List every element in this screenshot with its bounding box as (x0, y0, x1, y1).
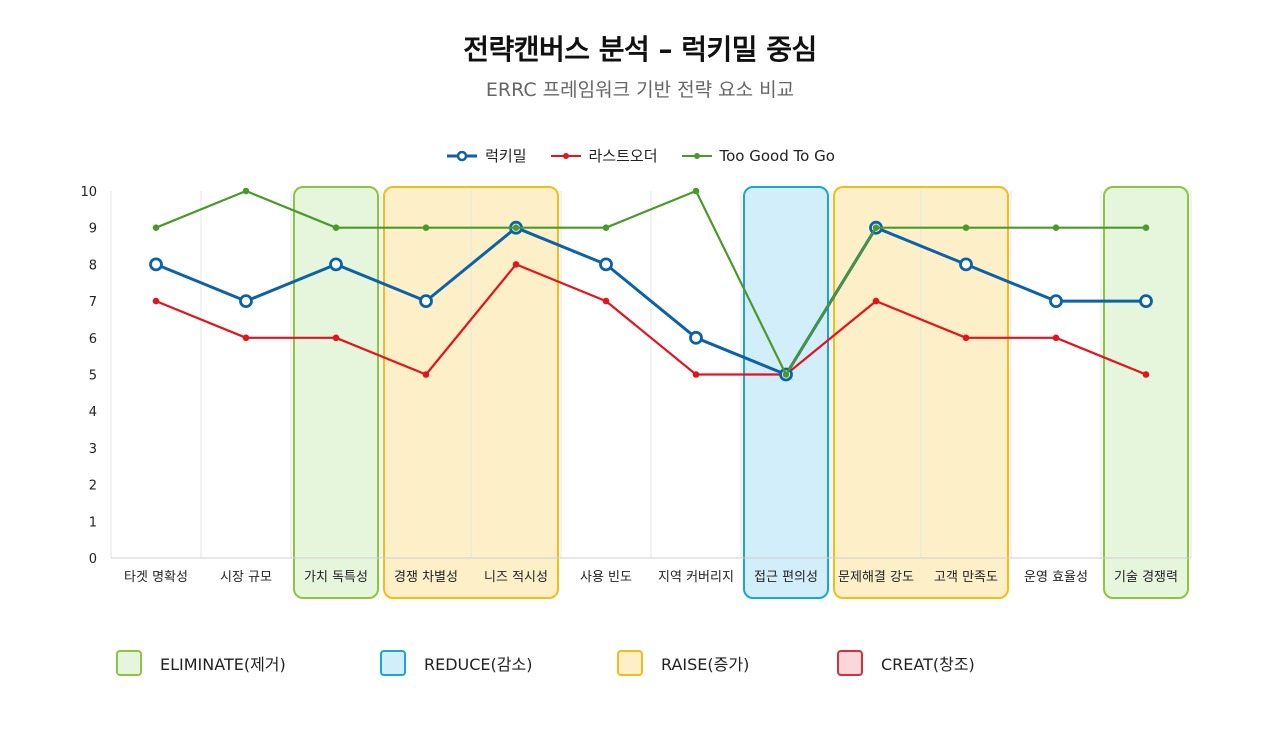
reduce-label: REDUCE(감소) (424, 655, 533, 674)
x-tick-label: 시장 규모 (220, 570, 272, 585)
eliminate-swatch (116, 650, 142, 676)
data-point-series-1 (332, 334, 340, 342)
data-point-series-2 (602, 224, 610, 231)
y-tick-label: 9 (89, 222, 97, 237)
data-point-series-1 (872, 297, 880, 305)
y-tick-label: 4 (89, 405, 97, 420)
data-point-series-2 (422, 224, 430, 231)
data-point-series-1 (242, 334, 250, 342)
series-line-1 (155, 263, 1147, 376)
y-tick-label: 0 (89, 552, 97, 567)
data-point-series-2 (152, 224, 160, 231)
legend-item-luckymeal: 럭키밀 (445, 145, 527, 166)
data-point-series-1 (692, 371, 700, 378)
x-tick-label: 문제해결 강도 (838, 570, 914, 585)
errc-legend-eliminate: ELIMINATE(제거) (116, 648, 286, 678)
creat-label: CREAT(창조) (881, 655, 975, 674)
data-point-series-1 (1052, 334, 1060, 342)
data-point-series-2 (872, 224, 880, 231)
highlight-eliminate-4 (1103, 186, 1189, 599)
legend-item-toogoodtogo: Too Good To Go (680, 145, 835, 166)
y-tick-label: 3 (89, 442, 97, 457)
data-point-series-0 (599, 257, 613, 272)
x-tick-label: 지역 커버리지 (658, 570, 734, 585)
legend-line-luckymeal-icon (447, 150, 478, 161)
legend-line-lastorder-icon (550, 152, 581, 159)
raise-label: RAISE(증가) (661, 655, 750, 674)
chart-title: 전략캔버스 분석 – 럭키밀 중심 (463, 33, 817, 66)
data-point-series-0 (149, 257, 163, 272)
data-point-series-0 (1139, 294, 1153, 309)
legend-label-luckymeal: 럭키밀 (485, 147, 527, 165)
errc-legend-creat: CREAT(창조) (837, 648, 975, 678)
data-point-series-0 (1049, 294, 1063, 309)
data-point-series-2 (242, 187, 250, 195)
data-point-series-1 (152, 297, 160, 305)
data-point-series-2 (1142, 224, 1150, 231)
data-point-series-2 (962, 224, 970, 231)
legend-line-toogoodtogo-icon (681, 152, 712, 159)
x-tick-label: 니즈 적시성 (484, 570, 548, 585)
data-point-series-1 (512, 261, 520, 268)
x-tick-label: 가치 독특성 (304, 570, 368, 585)
data-point-series-2 (1052, 224, 1060, 231)
y-tick-label: 5 (89, 369, 97, 384)
x-tick-label: 접근 편의성 (754, 570, 818, 585)
y-tick-label: 2 (89, 479, 97, 494)
highlight-eliminate-0 (293, 186, 379, 599)
y-tick-label: 7 (89, 295, 97, 310)
data-point-series-1 (422, 371, 430, 378)
data-point-series-2 (512, 224, 520, 231)
series-line-2 (155, 189, 1146, 376)
highlight-reduce-2 (743, 186, 829, 599)
data-point-series-1 (962, 334, 970, 342)
reduce-swatch (380, 650, 406, 676)
creat-swatch (837, 650, 863, 676)
legend-label-toogoodtogo: Too Good To Go (719, 146, 835, 165)
x-tick-label: 운영 효율성 (1024, 570, 1088, 585)
data-point-series-2 (692, 187, 700, 195)
legend-item-lastorder: 라스트오더 (549, 145, 658, 166)
data-point-series-2 (332, 224, 340, 231)
data-point-series-0 (329, 257, 343, 272)
chart-subtitle: ERRC 프레임워크 기반 전략 요소 비교 (485, 79, 795, 101)
y-tick-label: 1 (89, 515, 97, 530)
data-point-series-0 (959, 257, 973, 272)
data-point-series-0 (689, 330, 703, 345)
x-tick-label: 타겟 명확성 (124, 570, 188, 585)
y-tick-label: 6 (89, 332, 97, 347)
raise-swatch (617, 650, 643, 676)
data-point-series-1 (1142, 371, 1150, 378)
y-tick-label: 8 (89, 258, 97, 273)
y-tick-label: 10 (80, 185, 97, 200)
data-point-series-0 (419, 294, 433, 309)
x-tick-label: 경쟁 차별성 (394, 570, 458, 585)
data-point-series-0 (239, 294, 253, 309)
x-tick-label: 고객 만족도 (934, 570, 998, 585)
data-point-series-2 (782, 371, 790, 378)
series-line-0 (155, 226, 1146, 376)
errc-legend-reduce: REDUCE(감소) (380, 648, 532, 678)
legend-label-lastorder: 라스트오더 (588, 147, 658, 165)
x-tick-label: 사용 빈도 (580, 570, 632, 585)
series-legend: 럭키밀 라스트오더 Too Good To Go (0, 145, 1280, 166)
errc-legend-raise: RAISE(증가) (617, 648, 749, 678)
eliminate-label: ELIMINATE(제거) (160, 655, 286, 674)
data-point-series-1 (602, 297, 610, 305)
x-tick-label: 기술 경쟁력 (1114, 570, 1178, 585)
